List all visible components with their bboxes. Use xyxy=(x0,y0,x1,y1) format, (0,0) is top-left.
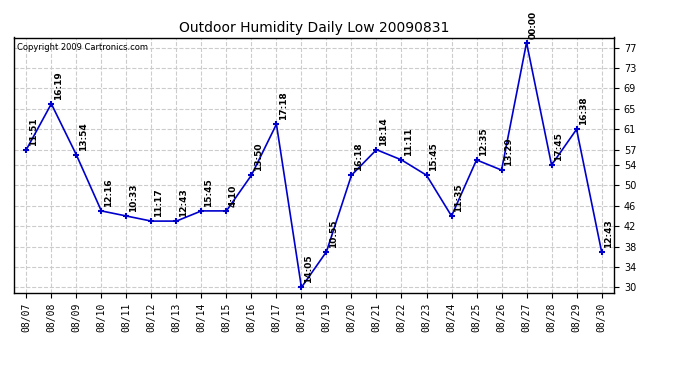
Text: Copyright 2009 Cartronics.com: Copyright 2009 Cartronics.com xyxy=(17,43,148,52)
Text: 18:14: 18:14 xyxy=(379,117,388,146)
Text: 13:50: 13:50 xyxy=(254,142,263,171)
Text: 16:38: 16:38 xyxy=(579,97,588,125)
Text: 11:11: 11:11 xyxy=(404,127,413,156)
Text: 12:43: 12:43 xyxy=(179,188,188,217)
Text: 16:18: 16:18 xyxy=(354,142,363,171)
Text: 10:33: 10:33 xyxy=(129,183,138,212)
Text: 13:29: 13:29 xyxy=(504,137,513,166)
Text: 15:45: 15:45 xyxy=(204,178,213,207)
Text: 15:45: 15:45 xyxy=(429,142,438,171)
Text: 17:18: 17:18 xyxy=(279,92,288,120)
Text: 13:54: 13:54 xyxy=(79,122,88,151)
Title: Outdoor Humidity Daily Low 20090831: Outdoor Humidity Daily Low 20090831 xyxy=(179,21,449,35)
Text: 14:05: 14:05 xyxy=(304,255,313,284)
Text: 11:51: 11:51 xyxy=(29,117,38,146)
Text: 12:43: 12:43 xyxy=(604,219,613,248)
Text: 16:19: 16:19 xyxy=(54,71,63,100)
Text: 4:10: 4:10 xyxy=(229,184,238,207)
Text: 11:35: 11:35 xyxy=(454,183,463,212)
Text: 11:17: 11:17 xyxy=(154,188,163,217)
Text: 10:55: 10:55 xyxy=(329,219,338,248)
Text: 12:35: 12:35 xyxy=(479,127,488,156)
Text: 12:16: 12:16 xyxy=(104,178,113,207)
Text: 17:45: 17:45 xyxy=(554,132,563,161)
Text: 00:00: 00:00 xyxy=(529,10,538,39)
